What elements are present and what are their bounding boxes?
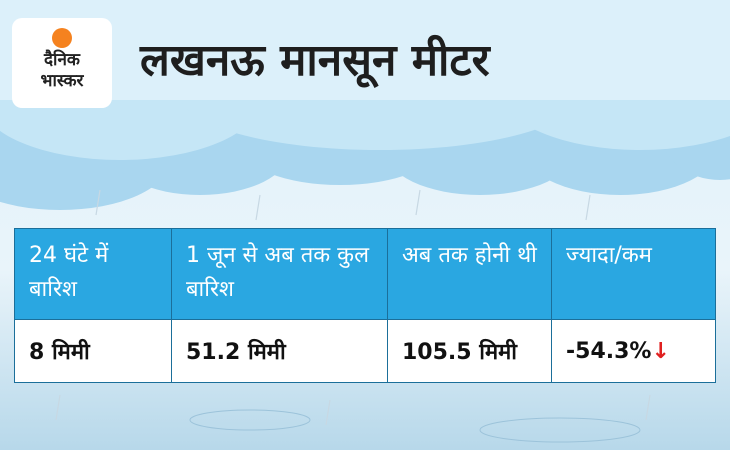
cell: 51.2 मिमी: [171, 319, 388, 383]
table: 24 घंटे में बारिश 1 जून से अब तक कुल बार…: [14, 228, 716, 383]
logo-text: दैनिक: [44, 50, 80, 70]
column-header: अब तक होनी थी: [387, 228, 552, 320]
cell-text: 8 मिमी: [29, 340, 90, 365]
logo-sun: [52, 28, 72, 48]
logo: दैनिक भास्कर: [12, 18, 112, 108]
column-header: 1 जून से अब तक कुल बारिश: [171, 228, 388, 320]
data-row: 8 मिमी 51.2 मिमी 105.5 मिमी -54.3%↓: [14, 319, 716, 383]
cell-text: -54.3%: [566, 338, 652, 364]
column-header: ज्यादा/कम: [551, 228, 716, 320]
column-header: 24 घंटे में बारिश: [14, 228, 172, 320]
logo-text: भास्कर: [40, 71, 84, 91]
cell: 105.5 मिमी: [387, 319, 552, 383]
cell-text: 51.2 मिमी: [186, 340, 286, 365]
header-row: 24 घंटे में बारिश 1 जून से अब तक कुल बार…: [14, 228, 716, 320]
title: लखनऊ मानसून मीटर: [140, 35, 490, 86]
cell: -54.3%↓: [551, 319, 716, 383]
down-arrow: ↓: [651, 338, 670, 364]
cell: 8 मिमी: [14, 319, 172, 383]
cell-text: 105.5 मिमी: [402, 340, 517, 365]
